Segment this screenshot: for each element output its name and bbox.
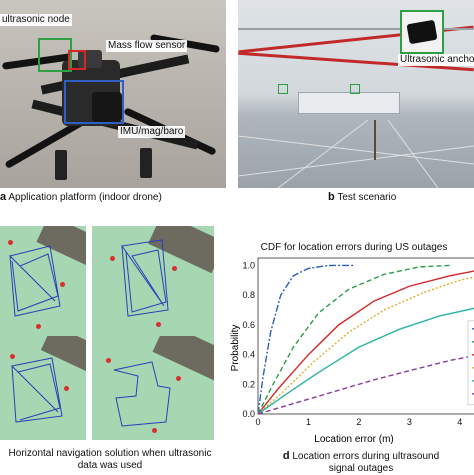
imu-module	[92, 92, 122, 122]
legend-frame	[467, 320, 474, 406]
caption-a-text: Application platform (indoor drone)	[8, 192, 162, 203]
trajectory-1	[9, 245, 61, 317]
caption-d-line1: Location errors during ultrasound	[292, 451, 440, 462]
y-tick-label: 0.0	[242, 409, 255, 419]
imu-callout-label: IMU/mag/baro	[118, 126, 186, 138]
caption-a: a Application platform (indoor drone)	[0, 191, 162, 204]
nav-map-3	[0, 336, 86, 440]
test-hall-photo: Ultrasonic anchor	[238, 0, 474, 188]
anchor-marker	[278, 84, 288, 94]
y-axis-label: Probability	[230, 325, 241, 372]
trajectory-3	[11, 357, 63, 423]
location-pin	[176, 376, 181, 381]
location-pin	[172, 266, 177, 271]
back-wall	[298, 92, 400, 114]
caption-d: d Location errors during ultrasound sign…	[248, 450, 474, 475]
chart-series	[257, 264, 474, 415]
x-axis-label: Location error (m)	[314, 434, 393, 445]
caption-b-letter: b	[328, 191, 335, 203]
location-pin	[10, 354, 15, 359]
series-line-2	[257, 264, 450, 415]
caption-c: Horizontal navigation solution when ultr…	[0, 448, 220, 472]
y-tick-label: 0.2	[242, 379, 255, 389]
caption-c-line2: data was used	[77, 460, 143, 471]
flow-callout-label: Mass flow sensor	[106, 40, 188, 52]
location-pin	[64, 386, 69, 391]
ceiling-line	[238, 28, 474, 30]
nav-map-1	[0, 226, 86, 338]
x-tick-label: 3	[407, 417, 412, 427]
imu-callout-box	[64, 80, 124, 124]
y-tick-label: 0.6	[242, 320, 255, 330]
series-line-4	[257, 276, 474, 415]
floor-lines	[238, 119, 474, 188]
location-pin	[36, 324, 41, 329]
location-pin	[60, 282, 65, 287]
caption-b-text: Test scenario	[337, 192, 397, 203]
chart-title: CDF for location errors during US outage…	[261, 242, 448, 253]
anchor-callout-label: Ultrasonic anchor	[398, 54, 474, 66]
landing-leg	[55, 150, 67, 180]
location-pin	[156, 322, 161, 327]
y-tick-label: 0.8	[242, 290, 255, 300]
y-tick-label: 1.0	[242, 260, 255, 270]
flow-callout-box	[68, 50, 86, 70]
location-pin	[8, 240, 13, 245]
plot-frame	[257, 257, 474, 415]
caption-b: b Test scenario	[328, 191, 396, 204]
x-tick-label: 1	[306, 417, 311, 427]
trajectory-4	[113, 361, 171, 427]
cdf-chart: CDF for location errors during US outage…	[230, 242, 474, 445]
location-pin	[152, 428, 157, 433]
series-line-6	[257, 355, 474, 415]
location-pin	[110, 256, 115, 261]
nav-map-2	[92, 226, 214, 338]
caption-d-line2: signal outages	[328, 463, 394, 474]
x-tick-label: 2	[356, 417, 361, 427]
caption-c-line1: Horizontal navigation solution when ultr…	[8, 448, 212, 459]
anchor-inset	[400, 10, 444, 54]
anchor-marker	[350, 84, 360, 94]
chart-axes: 0 1 2 3 4 0.0 0.2 0.4 0.6 0.8 1.0	[242, 257, 474, 427]
landing-leg	[140, 148, 152, 178]
series-line-1	[257, 264, 354, 415]
anchor-device	[406, 19, 438, 45]
chart-legend	[467, 320, 474, 406]
series-line-5	[257, 307, 474, 415]
caption-d-letter: d	[282, 450, 290, 462]
trajectory-2	[121, 239, 169, 317]
caption-a-letter: a	[0, 191, 7, 203]
location-pin	[106, 358, 111, 363]
drone-photo: ultrasonic node Mass flow sensor IMU/mag…	[0, 0, 226, 188]
x-tick-label: 0	[255, 417, 260, 427]
x-tick-label: 4	[457, 417, 462, 427]
y-tick-label: 0.4	[242, 350, 255, 360]
tripod	[374, 120, 376, 160]
series-line-3	[257, 270, 474, 415]
node-callout-label: ultrasonic node	[0, 14, 72, 26]
node-callout-box	[38, 38, 72, 72]
nav-map-4	[92, 336, 214, 440]
